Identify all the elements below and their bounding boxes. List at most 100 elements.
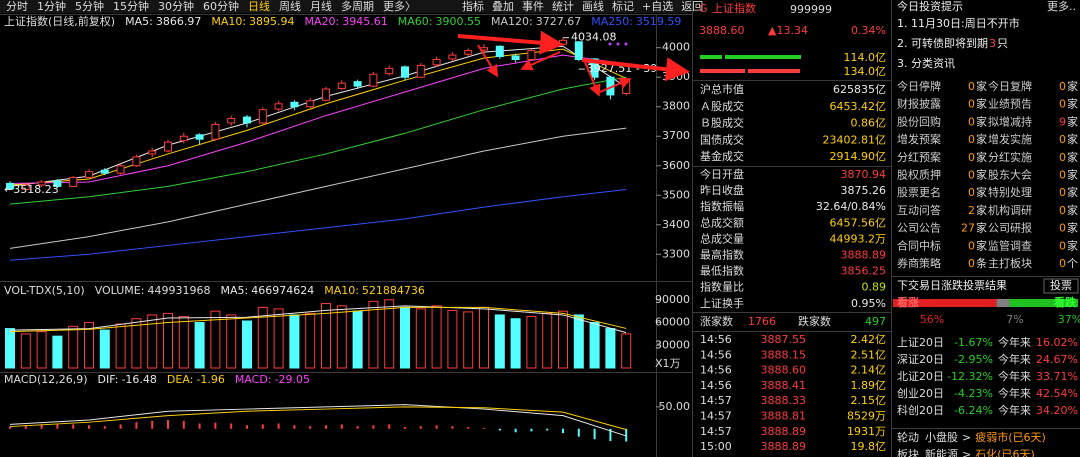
event-count: 0 (1059, 239, 1066, 252)
row-value: 625835亿 (833, 83, 886, 96)
series-value: -16.48 (121, 373, 156, 386)
toolbar-action[interactable]: 统计 (552, 0, 574, 13)
event-count: 0 (1059, 186, 1066, 199)
y-tick-label: 3700 (662, 129, 690, 142)
volume-bar (257, 306, 268, 369)
candle-body (21, 184, 30, 190)
tick-volume: 2.15亿 (851, 394, 887, 407)
event-label[interactable]: 拟增减持 (988, 114, 1032, 128)
event-label[interactable]: 公司研报 (988, 221, 1032, 235)
period-tab[interactable]: 60分钟 (203, 0, 239, 13)
index-ytd: 24.67% (1036, 353, 1078, 366)
event-label[interactable]: 分红预案 (897, 150, 941, 164)
volume-bar (321, 303, 331, 369)
period-tab[interactable]: 1分钟 (37, 0, 66, 13)
row-value: 0.86亿 (851, 117, 887, 130)
dot (616, 42, 620, 46)
event-label[interactable]: 合同中标 (897, 238, 941, 252)
dot (608, 42, 612, 46)
index-name: 科创20日 (897, 403, 944, 417)
series-value: 3895.94 (249, 15, 295, 28)
period-tab[interactable]: 日线 (248, 0, 270, 13)
vote-button[interactable]: 投票 (1050, 278, 1072, 292)
row-value: 3856.25 (841, 265, 887, 278)
series-value: 3945.61 (342, 15, 388, 28)
event-label[interactable]: 公司公告 (897, 222, 941, 235)
candle-body (511, 55, 520, 61)
event-label[interactable]: 股权质押 (897, 168, 941, 182)
event-label[interactable]: 互动问答 (897, 203, 941, 217)
volume-bar (558, 310, 568, 369)
candle-body (100, 169, 109, 174)
event-label[interactable]: 股票更名 (897, 185, 941, 199)
row-value: 0.89 (862, 281, 887, 294)
event-label[interactable]: 今日复牌 (988, 79, 1032, 93)
event-count: 0 (968, 186, 975, 199)
tick-volume: 8529万 (847, 410, 886, 423)
toolbar-action[interactable]: 标记 (612, 0, 634, 13)
period-tab[interactable]: 5分钟 (75, 0, 104, 13)
security-name: 上证指数 (712, 1, 756, 15)
rotation-arrow: > (962, 448, 971, 457)
y-tick-label: 3800 (662, 100, 690, 113)
candle-body (6, 182, 14, 190)
period-tab[interactable]: 周线 (279, 0, 301, 13)
event-unit: 家 (1067, 97, 1078, 111)
event-label[interactable]: 股份回购 (897, 114, 941, 128)
row-value: 3875.26 (841, 184, 887, 197)
annotation-label: 4034.08 (571, 31, 617, 44)
tick-time: 14:56 (700, 333, 732, 346)
event-count: 0 (968, 133, 975, 146)
breadth-value: 497 (865, 315, 886, 328)
event-label[interactable]: 机构调研 (988, 203, 1032, 217)
volume-bar (289, 314, 300, 369)
tick-time: 14:56 (700, 364, 732, 377)
event-label[interactable]: 业绩预告 (988, 98, 1032, 111)
content: 分时 1分钟 5分钟 15分钟 30分钟 60分钟 日线 周线 月线 多周期 更多〉 指标 叠加 事件 统计… (4, 0, 1080, 457)
event-count: 0 (1059, 222, 1066, 235)
candle-body (116, 165, 125, 174)
event-label[interactable]: 财报披露 (897, 97, 941, 111)
rotation-from: 小盘股 (925, 430, 958, 444)
row-label: 总成交额 (700, 215, 744, 229)
rotation-to: 疲弱市(已6天) (975, 430, 1046, 444)
event-label[interactable]: 监管调查 (988, 238, 1032, 252)
toolbar-action[interactable]: 返回 (681, 0, 703, 13)
period-tab[interactable]: 15分钟 (113, 0, 149, 13)
rotation-arrow: > (962, 431, 971, 444)
event-label[interactable]: 股东大会 (988, 168, 1032, 182)
event-label[interactable]: 券商策略 (897, 256, 941, 270)
period-tab[interactable]: 月线 (310, 0, 332, 13)
tick-time: 15:00 (700, 440, 732, 453)
flow-bar (700, 69, 745, 73)
toolbar-action[interactable]: 事件 (522, 0, 544, 13)
toolbar-action[interactable]: 叠加 (492, 0, 514, 13)
period-tab[interactable]: 更多〉 (383, 0, 416, 13)
event-label[interactable]: 今日停牌 (897, 79, 941, 93)
y-tick-label: 3400 (662, 218, 690, 231)
event-label[interactable]: 增发预案 (897, 132, 941, 146)
event-unit: 家 (1067, 79, 1078, 93)
tick-time: 14:57 (700, 394, 732, 407)
event-label[interactable]: 增发实施 (988, 132, 1032, 146)
vote-share: 37% (1058, 313, 1080, 326)
tip-unit: 只 (997, 37, 1008, 50)
period-tab[interactable]: 多周期 (341, 0, 374, 13)
volume-bar (621, 333, 632, 369)
tick-price: 3888.89 (761, 425, 807, 438)
y-tick-label: 90000 (655, 293, 690, 306)
toolbar-action[interactable]: +自选 (642, 0, 673, 13)
period-tab[interactable]: 分时 (6, 0, 28, 13)
event-count: 0 (1059, 169, 1066, 182)
event-unit: 个 (1067, 257, 1078, 270)
volume-bar (84, 322, 94, 369)
row-label: 指数量比 (700, 280, 744, 294)
event-label[interactable]: 主打板块 (988, 256, 1032, 270)
event-label[interactable]: 特别处理 (988, 185, 1032, 199)
event-label[interactable]: 分红实施 (988, 150, 1032, 164)
toolbar-action[interactable]: 画线 (582, 0, 604, 13)
period-tab[interactable]: 30分钟 (158, 0, 194, 13)
index-ytd-label: 今年来 (998, 352, 1031, 366)
toolbar-action[interactable]: 指标 (462, 0, 484, 13)
